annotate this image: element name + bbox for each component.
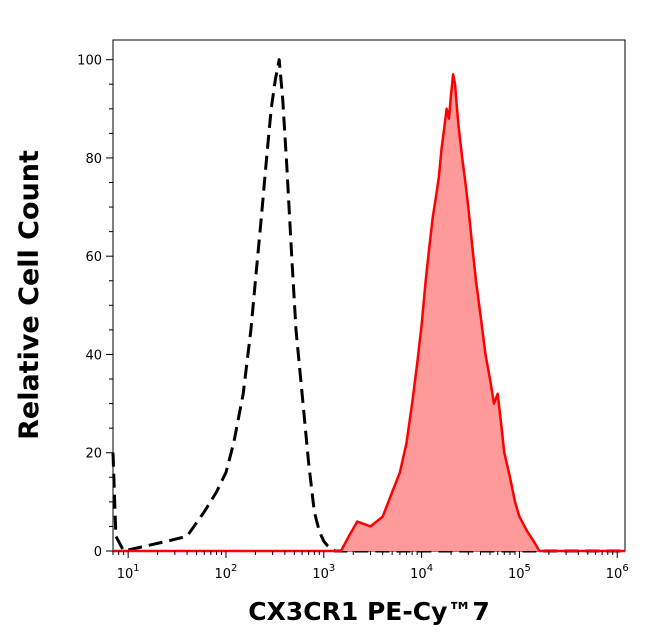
x-axis: 101 102 103 104 105 106 [112, 551, 629, 582]
y-axis-title: Relative Cell Count [14, 150, 45, 440]
series-layer [111, 58, 625, 553]
series-fill-1 [113, 74, 625, 552]
y-tick-label: 20 [85, 447, 102, 462]
plot-frame [112, 39, 626, 552]
x-tick-label: 103 [312, 563, 335, 582]
series-line-1 [113, 73, 625, 553]
series-line-0 [111, 58, 625, 553]
y-tick-label: 100 [77, 54, 102, 69]
y-tick-label: 60 [85, 250, 102, 265]
x-tick-label: 101 [117, 563, 140, 582]
x-axis-title: CX3CR1 PE-Cy™7 [248, 597, 490, 626]
x-tick-label: 106 [606, 563, 629, 582]
y-tick-label: 0 [94, 545, 102, 560]
y-axis: 0 20 40 60 80 100 [77, 54, 113, 560]
x-tick-label: 104 [410, 563, 433, 582]
y-tick-label: 80 [85, 152, 102, 167]
y-tick-label: 40 [85, 348, 102, 363]
x-tick-label: 105 [508, 563, 531, 582]
x-tick-label: 102 [215, 563, 238, 582]
